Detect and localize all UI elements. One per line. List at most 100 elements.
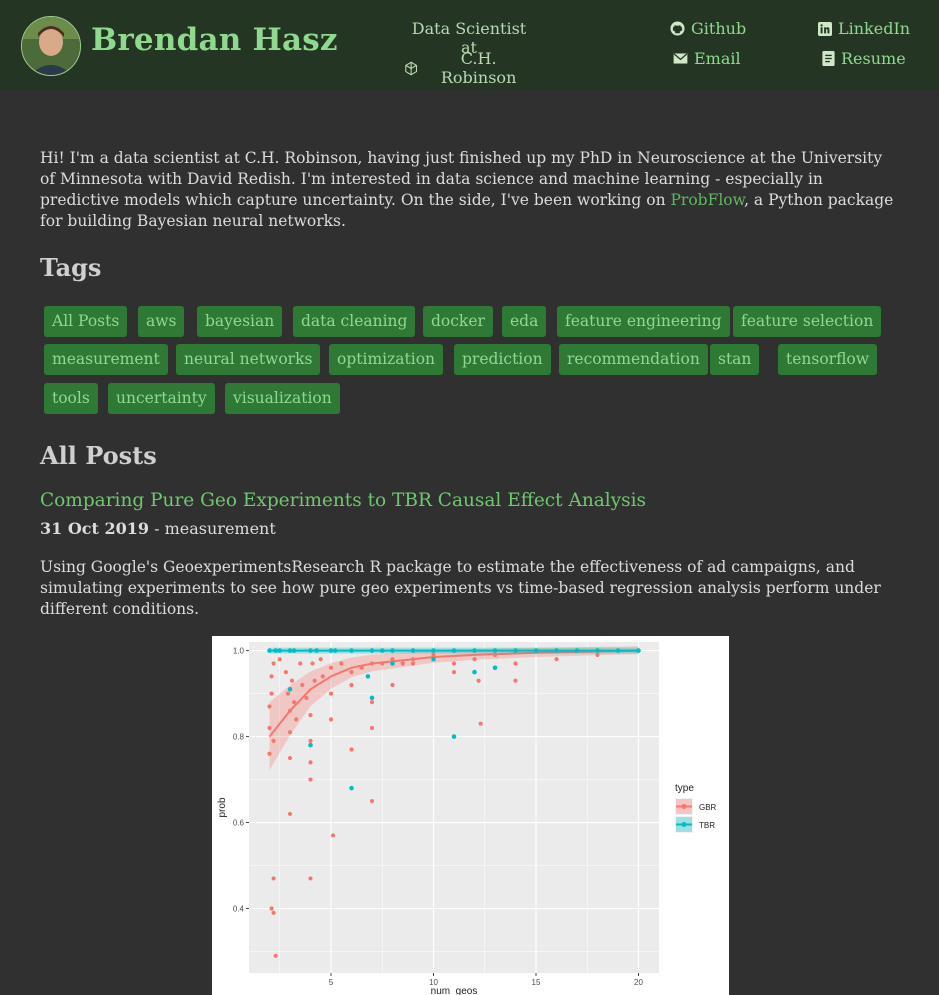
github-label: Github	[691, 19, 747, 38]
gbr-point	[271, 661, 276, 666]
github-link[interactable]: Github	[670, 19, 746, 38]
tbr-point	[431, 648, 436, 653]
gbr-point	[320, 674, 325, 679]
tbr-point	[390, 661, 395, 666]
probflow-link[interactable]: ProbFlow	[670, 191, 745, 209]
post-title-link[interactable]: Comparing Pure Geo Experiments to TBR Ca…	[40, 490, 647, 511]
post-tag-link[interactable]: measurement	[164, 519, 276, 538]
gbr-point	[267, 725, 272, 731]
tbr-point	[308, 742, 313, 748]
tag-bayesian[interactable]: bayesian	[197, 306, 283, 337]
gbr-point	[476, 678, 481, 683]
tbr-point	[308, 648, 313, 653]
gbr-point	[513, 678, 518, 683]
tag-neural-networks[interactable]: neural networks	[176, 344, 321, 375]
post-description: Using Google's GeoexperimentsResearch R …	[40, 558, 881, 618]
tag-prediction[interactable]: prediction	[454, 344, 551, 375]
gbr-point	[289, 678, 295, 683]
gbr-point	[492, 652, 498, 657]
tbr-point	[314, 648, 319, 653]
gbr-point	[595, 652, 600, 657]
gbr-point	[308, 760, 313, 765]
tbr-point	[636, 648, 641, 653]
gbr-point	[269, 691, 274, 696]
tag-eda[interactable]: eda	[502, 306, 547, 337]
gbr-point	[312, 678, 317, 683]
y-tick-label: 0.4	[233, 905, 245, 914]
job-title: Data Scientist at	[411, 19, 527, 57]
gbr-point	[287, 730, 293, 735]
gbr-point	[328, 717, 334, 722]
tbr-point	[287, 648, 293, 653]
linkedin-link[interactable]: LinkedIn	[818, 19, 910, 38]
tag-aws[interactable]: aws	[138, 306, 185, 337]
intro-text-end: , a Python package for building Bayesian…	[40, 191, 894, 230]
gbr-point	[318, 657, 323, 662]
gbr-point	[310, 661, 315, 666]
tbr-point	[379, 648, 385, 653]
gbr-point	[269, 906, 274, 911]
avatar[interactable]	[21, 16, 81, 76]
tbr-point	[513, 648, 518, 653]
gbr-point	[292, 700, 297, 705]
gbr-point	[410, 657, 416, 662]
gbr-point	[554, 657, 559, 662]
tag-visualization[interactable]: visualization	[225, 383, 340, 414]
gbr-point	[380, 661, 385, 666]
gbr-point	[267, 751, 272, 756]
tag-feature-selection[interactable]: feature selection	[733, 306, 882, 337]
tag-data-cleaning[interactable]: data cleaning	[293, 306, 416, 337]
y-tick-label: 0.6	[233, 819, 245, 828]
gbr-point	[400, 661, 405, 666]
tbr-point	[472, 669, 477, 675]
tag-optimization[interactable]: optimization	[329, 344, 444, 375]
tbr-point	[431, 656, 436, 662]
gbr-point	[304, 695, 309, 700]
linkedin-label: LinkedIn	[838, 19, 911, 38]
gbr-point	[369, 725, 375, 731]
x-tick-label: 10	[429, 978, 438, 987]
x-axis-title: num_geos	[431, 986, 478, 995]
tag-stan[interactable]: stan	[710, 344, 760, 375]
email-link[interactable]: Email	[673, 49, 741, 68]
tbr-point	[287, 686, 293, 692]
intro-text: Hi! I'm a data scientist at C.H. Robinso…	[40, 149, 883, 209]
tbr-point	[451, 734, 457, 739]
x-tick-label: 5	[329, 978, 334, 987]
gbr-point	[369, 700, 375, 705]
resume-link[interactable]: Resume	[822, 49, 906, 68]
gbr-point	[285, 691, 291, 696]
gbr-point	[328, 665, 334, 670]
post-thumbnail-chart[interactable]: 5 10 15 20 0.4 0.6 0.8 1.0 num_geos prob type GBR TB…	[212, 636, 729, 995]
gbr-point	[269, 674, 274, 679]
tag-docker[interactable]: docker	[423, 306, 493, 337]
tbr-point	[533, 648, 539, 653]
tag-recommendation[interactable]: recommendation	[559, 344, 708, 375]
avatar-photo-icon	[22, 17, 80, 75]
tag-feature-engineering[interactable]: feature engineering	[557, 306, 730, 337]
site-header: Brendan Hasz Data Scientist at C.H. Robi…	[0, 0, 939, 90]
tbr-point	[554, 648, 559, 653]
legend-title: type	[675, 783, 694, 794]
tag-measurement[interactable]: measurement	[44, 344, 168, 375]
gbr-point	[349, 669, 354, 675]
tag-tools[interactable]: tools	[44, 383, 98, 414]
gbr-point	[349, 747, 354, 752]
tbr-point	[574, 648, 580, 653]
gbr-point	[300, 682, 305, 688]
gbr-point	[451, 661, 457, 666]
gbr-point	[294, 717, 299, 722]
tbr-point	[267, 648, 272, 653]
tag-tensorflow[interactable]: tensorflow	[778, 344, 878, 375]
gbr-point	[369, 798, 375, 804]
gbr-point	[349, 682, 354, 688]
all-posts-heading: All Posts	[40, 441, 157, 470]
gbr-point	[287, 811, 293, 817]
gbr-point	[339, 661, 344, 666]
tbr-point	[365, 674, 371, 679]
tag-all-posts[interactable]: All Posts	[44, 306, 128, 337]
tag-uncertainty[interactable]: uncertainty	[108, 383, 215, 414]
site-title[interactable]: Brendan Hasz	[91, 22, 338, 58]
employer-link[interactable]: C.H. Robinson	[404, 49, 534, 87]
gbr-point	[271, 738, 276, 743]
